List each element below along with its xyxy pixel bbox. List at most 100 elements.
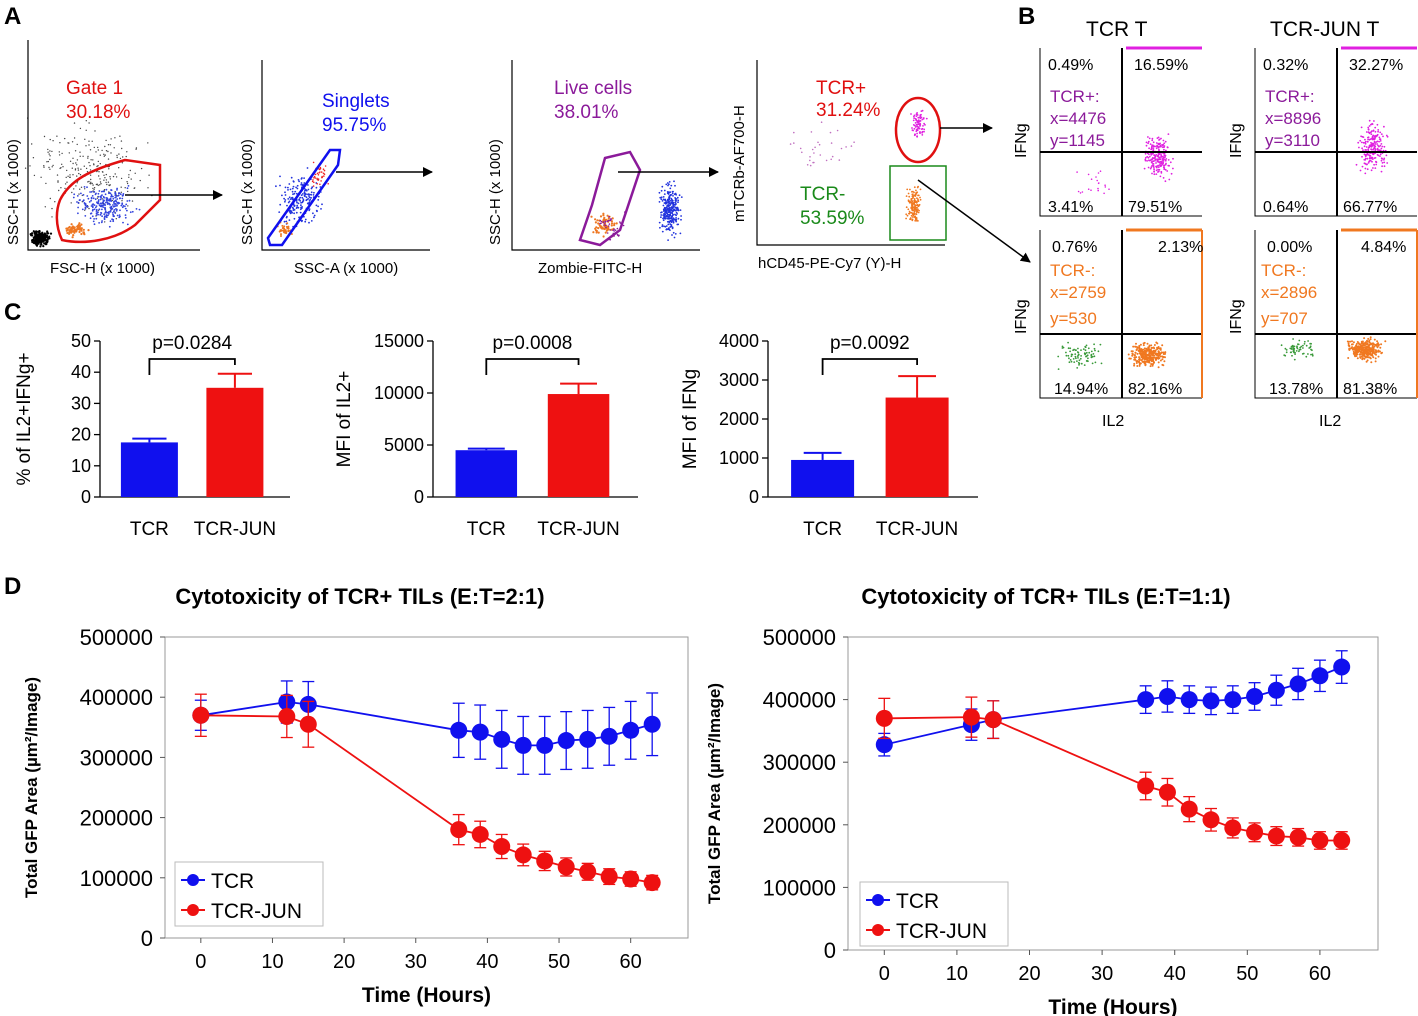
flow-dot <box>599 219 602 222</box>
flow-dot <box>1367 138 1369 141</box>
flow-dot <box>616 227 619 230</box>
flow-dot <box>914 126 917 128</box>
flow-dot <box>115 218 118 220</box>
data-point <box>1289 828 1307 846</box>
flow-dot <box>1163 154 1166 157</box>
data-point <box>1267 681 1285 699</box>
data-point <box>1202 692 1220 710</box>
flow-dot <box>1371 353 1374 356</box>
flow-dot <box>57 180 59 182</box>
flow-dot <box>1296 347 1299 350</box>
flow-dot <box>1104 184 1106 186</box>
flow-dot <box>1374 167 1377 169</box>
flow-dot <box>1367 153 1369 156</box>
flow-dot <box>1070 355 1073 358</box>
flow-dot <box>84 138 86 140</box>
flow-dot <box>95 151 97 153</box>
flow-dot <box>280 235 282 237</box>
flow-dot <box>665 228 668 231</box>
flow-dot <box>49 138 51 141</box>
data-point <box>1158 687 1176 705</box>
flow-dot <box>917 119 920 122</box>
flow-dot <box>1108 188 1110 190</box>
flow-dot <box>34 242 38 245</box>
flow-dot <box>35 230 38 233</box>
flow-dot <box>288 219 291 222</box>
flow-dot <box>659 196 662 199</box>
flow-plot-tcr: TCR+ 31.24% TCR- 53.59% hCD45-PE-Cy7 (Y)… <box>731 60 1031 272</box>
flow-dot <box>1366 340 1369 343</box>
flow-dot <box>1155 356 1158 359</box>
flow-dot <box>604 220 607 223</box>
flow-dot <box>1375 161 1378 164</box>
flow-dot <box>121 200 123 202</box>
flow-dot <box>1151 139 1154 142</box>
flow-dot <box>32 157 35 159</box>
flow-dot <box>915 128 918 131</box>
x-tick-label: 0 <box>195 951 206 973</box>
flow-dot <box>84 215 87 217</box>
flow-dot <box>1077 353 1080 356</box>
flow-dot <box>613 230 615 232</box>
flow-dot <box>69 160 72 162</box>
flow-dot <box>1150 344 1153 347</box>
quad-ll: 13.78% <box>1269 381 1323 398</box>
flow-dot <box>1076 171 1078 173</box>
flow-dot <box>1365 131 1368 133</box>
flow-dot <box>1151 164 1153 167</box>
flow-dot <box>1289 347 1292 350</box>
flow-dot <box>594 218 597 221</box>
flow-dot <box>322 168 325 170</box>
flow-dot <box>1087 188 1090 190</box>
flow-dot <box>70 202 72 204</box>
flow-dot <box>680 218 682 221</box>
flow-dot <box>313 191 315 194</box>
flow-dot <box>1368 138 1371 141</box>
flow-dot <box>809 164 812 167</box>
x-tick-label: TCR <box>803 519 842 540</box>
y-tick-label: 0 <box>414 487 424 507</box>
flow-dot <box>1364 172 1367 175</box>
flow-dot <box>127 190 129 193</box>
flow-dot <box>915 213 918 216</box>
quad-x: x=2896 <box>1261 283 1317 302</box>
flow-dot <box>911 205 914 208</box>
flow-dot <box>1157 361 1160 364</box>
flow-dot <box>77 202 80 205</box>
flow-dot <box>107 158 110 160</box>
flow-dot <box>308 221 310 224</box>
flow-dot <box>1366 140 1369 143</box>
flow-dot <box>280 229 282 231</box>
flow-dot <box>103 217 106 219</box>
flow-dot <box>45 235 48 238</box>
plot4-xlabel: hCD45-PE-Cy7 (Y)-H <box>758 255 901 272</box>
flow-dot <box>1161 344 1164 347</box>
flow-dot <box>104 177 106 179</box>
flow-dot <box>105 179 108 181</box>
flow-dot <box>114 137 116 139</box>
flow-dot <box>318 168 321 171</box>
flow-dot <box>1377 349 1380 352</box>
flow-dot <box>1159 359 1162 362</box>
flow-dot <box>1068 361 1071 364</box>
flow-dot <box>1363 145 1366 148</box>
flow-dot <box>1079 192 1082 194</box>
flow-dot <box>831 155 834 158</box>
flow-dot <box>1370 144 1373 147</box>
flow-dot <box>1373 136 1376 138</box>
flow-dot <box>1368 160 1371 162</box>
scatter-dots-1 <box>24 117 153 248</box>
flow-dot <box>67 226 70 229</box>
flow-dot <box>65 176 67 179</box>
flow-dot <box>1146 348 1149 351</box>
plot2-ylabel: SSC-H (x 1000) <box>239 139 256 245</box>
flow-dot <box>306 167 309 169</box>
flow-dot <box>48 237 51 240</box>
flow-dot <box>293 217 296 220</box>
flow-dot <box>1148 155 1151 158</box>
quad-ylabel: IFNg <box>1228 123 1245 158</box>
flow-dot <box>1152 147 1155 149</box>
flow-dot <box>1155 154 1158 156</box>
flow-dot <box>920 113 922 116</box>
flow-dot <box>1365 149 1368 151</box>
